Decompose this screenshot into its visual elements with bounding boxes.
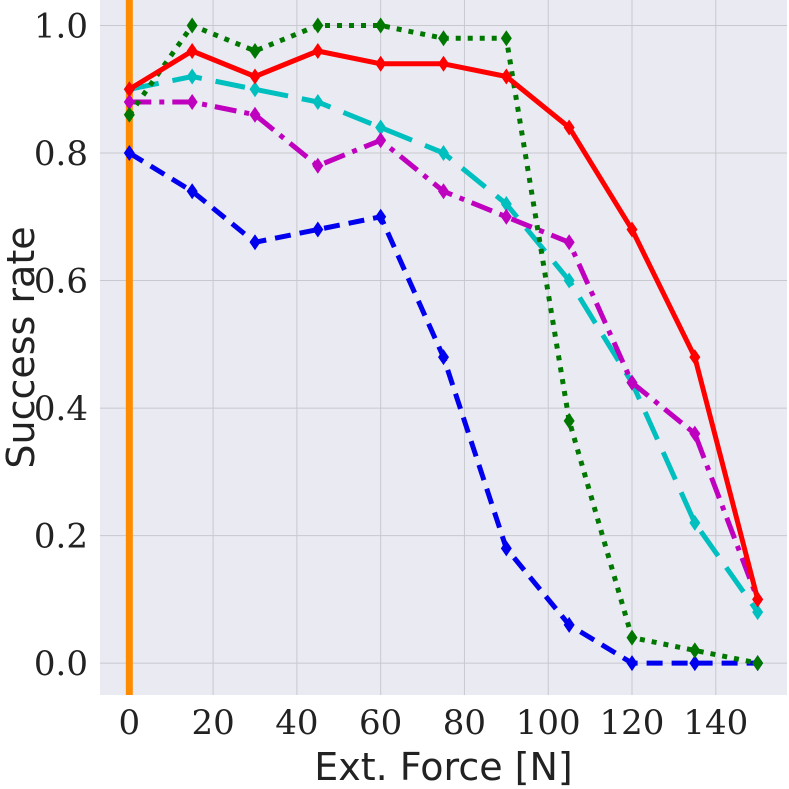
data-point-marker (438, 30, 449, 47)
data-point-marker (563, 119, 575, 136)
x-tick-label: 0 (119, 703, 141, 743)
y-tick-label: 1.0 (34, 7, 88, 47)
data-point-marker (626, 629, 638, 646)
data-point-marker (626, 221, 638, 238)
data-point-marker (689, 642, 701, 659)
data-point-marker (689, 514, 701, 531)
data-point-marker (123, 81, 135, 98)
y-tick-label: 0.0 (34, 644, 88, 684)
series-dashed (123, 145, 764, 672)
x-tick-label: 40 (275, 703, 318, 743)
data-point-marker (123, 145, 135, 162)
data-point-marker (689, 655, 701, 672)
data-point-marker (500, 68, 512, 85)
data-point-marker (249, 234, 261, 251)
data-point-marker (563, 272, 575, 289)
data-point-marker (186, 183, 198, 200)
data-point-marker (500, 208, 512, 225)
x-tick-label: 20 (191, 703, 234, 743)
data-point-marker (312, 157, 324, 174)
series-dotted (123, 17, 764, 672)
y-tick-label: 0.2 (34, 517, 88, 557)
data-point-marker (312, 17, 324, 34)
data-point-marker (249, 68, 261, 85)
series-line (127, 23, 759, 666)
data-point-marker (500, 30, 512, 47)
y-tick-labels: 0.0 0.2 0.4 0.6 0.8 1.0 (34, 7, 88, 685)
data-point-marker (752, 604, 764, 621)
data-point-marker (249, 43, 261, 60)
data-point-marker (186, 68, 198, 85)
data-point-marker (563, 616, 575, 633)
data-point-marker (186, 94, 198, 111)
data-point-marker (752, 591, 764, 608)
x-tick-label: 100 (516, 703, 581, 743)
data-point-marker (123, 94, 135, 111)
x-tick-label: 120 (600, 703, 665, 743)
data-point-marker (249, 81, 261, 98)
data-point-marker (375, 132, 387, 149)
data-point-marker (500, 540, 512, 557)
data-point-marker (375, 55, 387, 72)
data-point-marker (689, 425, 701, 442)
data-point-marker (752, 655, 764, 672)
grid-lines (100, 0, 787, 695)
data-point-marker (500, 196, 512, 213)
x-tick-label: 60 (359, 703, 402, 743)
data-point-marker (249, 106, 261, 123)
y-axis-label: Success rate (0, 226, 43, 468)
x-tick-labels: 0 20 40 60 80 100 120 140 (119, 703, 749, 743)
plot-area (100, 0, 787, 695)
data-point-marker (438, 183, 449, 200)
data-point-marker (312, 43, 324, 60)
data-point-marker (375, 119, 387, 136)
series-solid (123, 43, 764, 608)
series-layer (123, 17, 764, 672)
x-tick-label: 140 (683, 703, 748, 743)
y-tick-label: 0.8 (34, 134, 88, 174)
data-point-marker (563, 412, 575, 429)
x-tick-label: 80 (443, 703, 486, 743)
data-point-marker (312, 221, 324, 238)
y-tick-label: 0.4 (34, 389, 88, 429)
data-point-marker (375, 208, 387, 225)
data-point-marker (438, 55, 449, 72)
data-point-marker (375, 17, 387, 34)
data-point-marker (123, 106, 135, 123)
data-point-marker (312, 94, 324, 111)
data-point-marker (626, 655, 638, 672)
x-axis-label: Ext. Force [N] (314, 745, 573, 789)
data-point-marker (626, 374, 638, 391)
data-point-marker (186, 43, 198, 60)
data-point-marker (438, 145, 449, 162)
data-point-marker (689, 349, 701, 366)
data-point-marker (186, 17, 198, 34)
data-point-marker (438, 349, 449, 366)
data-point-marker (563, 234, 575, 251)
y-tick-label: 0.6 (34, 262, 88, 302)
